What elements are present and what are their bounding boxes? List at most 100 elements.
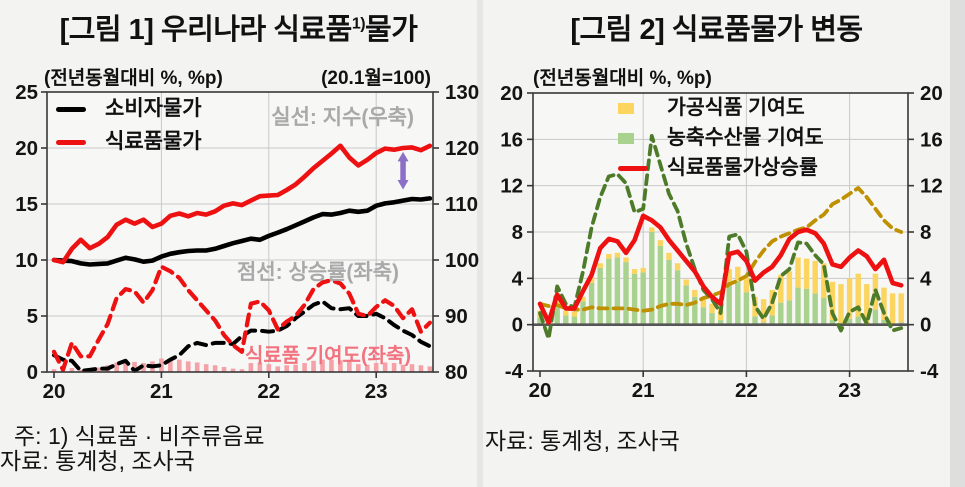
agri-contrib-bar: [795, 287, 801, 325]
agri-rate-line: [538, 134, 904, 341]
agri-contrib-bar: [786, 300, 793, 325]
food-contrib-bar: [356, 364, 361, 372]
agri-contrib-bar: [700, 307, 707, 325]
figure1-footnote: 주: 1) 식료품 · 비주류음료: [14, 423, 265, 449]
food-contrib-bar: [409, 364, 415, 372]
processed-contrib-bar: [735, 266, 741, 281]
food-contrib-bar: [212, 365, 218, 372]
figure2-left-axis-unit: (전년동월대비 %, %p): [533, 68, 712, 89]
processed-contrib-bar: [614, 252, 621, 258]
figure1-legend-item-food: 식료품물가: [56, 129, 202, 155]
agri-contrib-bar: [597, 267, 603, 325]
left-axis-label: 10: [15, 249, 38, 272]
left-axis-label: 5: [27, 305, 38, 328]
gap-arrow-head-up: [397, 151, 409, 162]
agri-contrib-bar: [692, 296, 698, 325]
right-axis-label: 120: [445, 137, 479, 160]
right-axis-label: -4: [920, 360, 939, 383]
processed-contrib-bar: [571, 311, 578, 317]
agri-contrib-bar: [666, 259, 672, 325]
gap-arrow-head-down: [397, 179, 409, 190]
left-axis-label: 0: [27, 361, 38, 384]
agri-contrib-bar: [606, 258, 612, 325]
figure2-legend-item-agri: 농축수산물 기여도: [618, 125, 824, 151]
food-contrib-bar: [266, 364, 272, 372]
agri-contrib-bar: [769, 315, 775, 325]
right-axis-label: 16: [920, 128, 943, 151]
agri-contrib-bar: [812, 293, 818, 325]
processed-contrib-bar: [743, 277, 750, 293]
right-axis-label: 110: [445, 193, 478, 216]
food-contrib-bar: [257, 362, 263, 372]
right-axis-label: 12: [920, 175, 943, 198]
figure1-title-text: [그림 1] 우리나라 식료품: [59, 14, 353, 46]
food-contrib-bar: [194, 362, 200, 372]
left-axis-label: 20: [15, 137, 38, 160]
figure1-legend-item-cpi: 소비자물가: [56, 96, 202, 122]
agri-contrib-bar: [821, 298, 827, 325]
figure1-title-suffix: 물가: [365, 14, 418, 46]
food-rate-line: [51, 264, 432, 372]
processed-contrib-bar: [674, 263, 681, 271]
processed-contrib-bar: [683, 279, 689, 286]
agri-contrib-bar: [640, 272, 646, 325]
right-axis-label: 4: [920, 267, 932, 290]
food-contrib-bar: [427, 366, 433, 372]
x-axis-label: 20: [43, 380, 66, 403]
processed-contrib-bar: [760, 299, 767, 323]
processed-contrib-bar: [666, 252, 672, 260]
agri-contrib-bar: [803, 288, 810, 325]
agri-contrib-bar: [649, 232, 655, 325]
food-contrib-bar: [391, 363, 397, 372]
swatch-shape: [618, 102, 634, 114]
left-axis-label: 20: [500, 82, 523, 105]
food-contrib-bar: [159, 358, 164, 372]
food-contrib-bar: [114, 362, 119, 372]
food-contrib-bar: [338, 360, 343, 372]
agri-contrib-bar: [752, 316, 758, 325]
right-axis-label: 8: [920, 221, 931, 244]
agri-contrib-bar: [614, 257, 621, 325]
figure1-title: [그림 1] 우리나라 식료품1)물가: [0, 6, 477, 48]
processed-contrib-bar: [606, 254, 612, 259]
food-contrib-bar: [203, 364, 209, 372]
food-contrib-bar: [347, 361, 352, 372]
agri-contrib-bar: [554, 307, 560, 325]
food-contrib-bar: [373, 363, 379, 372]
left-axis-label: -4: [505, 360, 524, 383]
right-edge-strip: [950, 0, 965, 487]
processed-contrib-bar: [855, 273, 861, 317]
processed-contrib-bar: [700, 299, 707, 308]
left-axis-label: 12: [500, 175, 523, 198]
plot-border: [46, 91, 434, 373]
figure1-annotation-solid: 실선: 지수(우축): [271, 106, 414, 129]
food-index-line: [51, 143, 433, 265]
processed-contrib-bar: [640, 267, 646, 273]
agri-contrib-bar: [674, 270, 681, 325]
figure1-annotation-dashed: 점선: 상승률(좌축): [237, 261, 400, 284]
swatch-shape: [618, 132, 634, 144]
processed-contrib-bar: [821, 263, 827, 299]
food-contrib-bar: [320, 359, 325, 372]
processed-contrib-bar: [588, 277, 595, 283]
left-axis-label: 8: [512, 221, 523, 244]
food-contrib-bar: [132, 361, 137, 372]
food-contrib-bar: [51, 369, 57, 372]
agri-contrib-bar: [657, 245, 664, 325]
figure2-legend-item-food-rate: 식료품물가상승률: [618, 155, 824, 181]
agri-contrib-bar: [846, 318, 853, 325]
figure1-title-footnote-marker: 1): [351, 15, 366, 33]
processed-contrib-bar: [829, 281, 836, 321]
figure2-source: 자료: 통계청, 조사국: [485, 428, 680, 454]
food-rate-line: [537, 213, 904, 325]
food-contrib-bar: [221, 366, 227, 372]
x-axis-label: 20: [529, 379, 552, 402]
agri-contrib-bar: [537, 317, 543, 325]
agri-swatch-icon: [618, 132, 654, 144]
food-contrib-bar: [400, 364, 406, 372]
processed-contrib-bar: [795, 257, 801, 288]
processed-contrib-bar: [649, 227, 655, 232]
processed-contrib-bar: [631, 269, 638, 274]
right-axis-label: 90: [445, 305, 468, 328]
processed-swatch-icon: [618, 102, 654, 114]
